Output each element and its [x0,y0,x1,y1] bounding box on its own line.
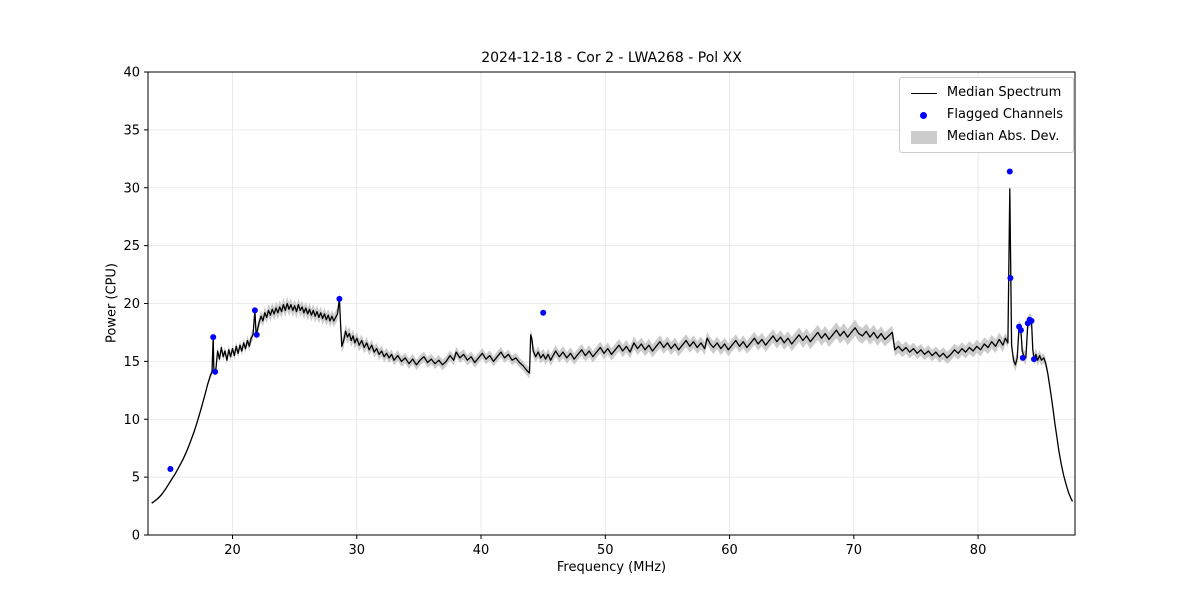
legend-item-mad-band: Median Abs. Dev. [910,129,1063,145]
chart-title: 2024-12-18 - Cor 2 - LWA268 - Pol XX [481,50,742,66]
y-tick-label: 5 [132,471,140,486]
x-tick-label: 80 [970,543,987,558]
y-tick-label: 10 [123,413,140,428]
y-tick-label: 35 [123,123,140,138]
line-sample-icon [910,92,938,94]
x-tick-label: 50 [597,543,614,558]
y-tick-label: 0 [132,529,140,544]
legend-label-median-spectrum: Median Spectrum [946,85,1062,100]
x-tick-label: 70 [846,543,863,558]
x-tick-label: 60 [721,543,738,558]
x-tick-label: 40 [473,543,490,558]
y-tick-label: 20 [123,297,140,312]
x-tick-label: 20 [224,543,241,558]
legend-label-mad-band: Median Abs. Dev. [946,129,1060,144]
legend-item-median-spectrum: Median Spectrum [910,85,1063,101]
legend-item-flagged-channels: Flagged Channels [910,107,1063,123]
y-axis-label: Power (CPU) [104,262,120,344]
x-axis-label: Frequency (MHz) [556,560,667,575]
y-tick-label: 30 [123,181,140,196]
legend-label-flagged-channels: Flagged Channels [946,107,1063,122]
x-tick-label: 30 [348,543,365,558]
y-tick-label: 25 [123,239,140,254]
dot-sample-icon [910,111,938,119]
y-tick-label: 40 [123,66,140,81]
y-tick-label: 15 [123,355,140,370]
legend: Median Spectrum Flagged Channels Median … [898,77,1074,153]
patch-sample-icon [910,130,938,144]
